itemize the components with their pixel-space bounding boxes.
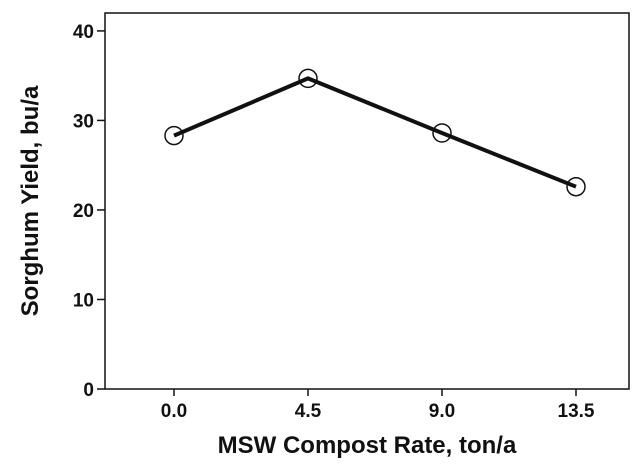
y-tick-label: 20 [73, 201, 94, 222]
y-tick-label: 30 [73, 111, 94, 132]
data-point-marker [566, 176, 586, 197]
data-point-marker [298, 68, 318, 89]
data-point-marker [164, 125, 184, 146]
y-tick-label: 40 [73, 22, 94, 43]
x-tick-label: 4.5 [295, 401, 322, 422]
data-markers [164, 68, 586, 197]
x-tick-label: 0.0 [161, 401, 187, 422]
y-axis-title: Sorghum Yield, bu/a [17, 85, 44, 316]
plot-area-frame [104, 12, 630, 390]
x-axis-title: MSW Compost Rate, ton/a [218, 432, 517, 459]
x-axis-ticks: 0.0 4.5 9.0 13.5 [161, 389, 595, 422]
y-axis-ticks: 0 10 20 30 40 [73, 22, 105, 401]
x-tick-label: 13.5 [558, 401, 595, 422]
series-line [173, 76, 577, 189]
y-tick-label: 10 [73, 290, 94, 311]
data-point-marker [432, 123, 452, 143]
y-tick-label: 0 [83, 380, 94, 401]
x-tick-label: 9.0 [429, 401, 455, 422]
